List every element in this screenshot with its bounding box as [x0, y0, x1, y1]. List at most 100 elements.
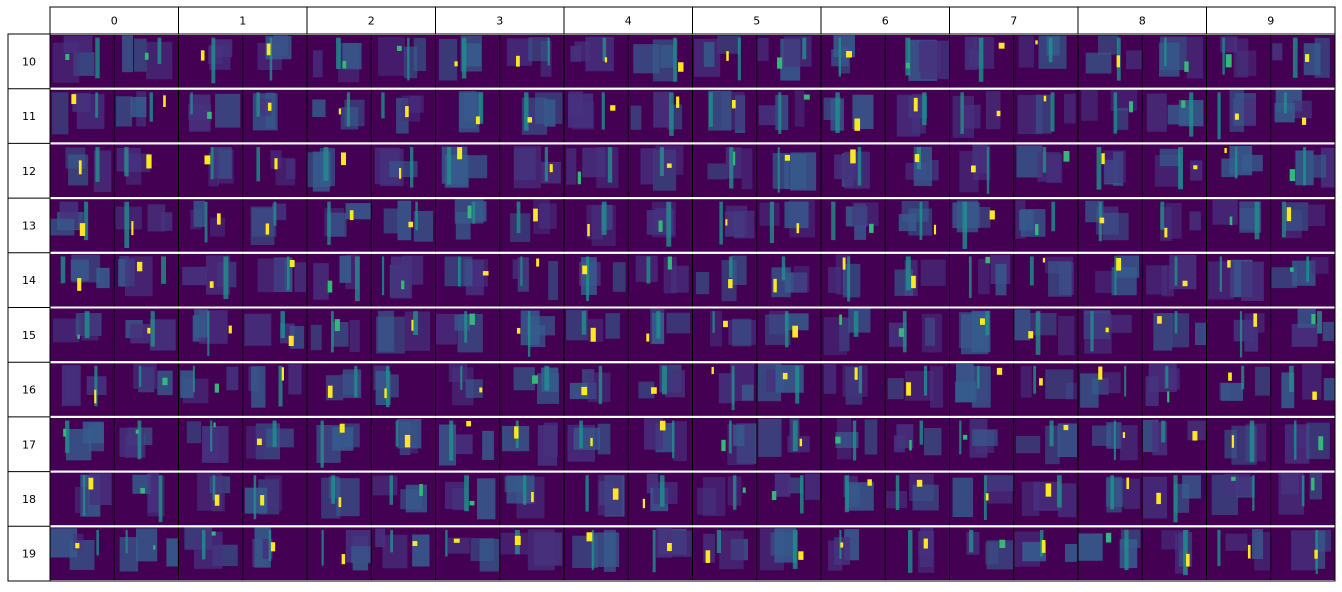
- intensity-region: [1048, 261, 1072, 297]
- intensity-region: [1120, 425, 1138, 461]
- bright-spot: [1247, 544, 1251, 559]
- intensity-stripe: [1164, 37, 1167, 67]
- cell-image: [692, 363, 821, 416]
- cell-image: [692, 144, 821, 198]
- intensity-region: [134, 38, 147, 72]
- column-header-row: 0 1 2 3 4 5 6 7 8 9: [49, 6, 1336, 35]
- intensity-region: [73, 533, 84, 551]
- cell-image: [306, 253, 436, 307]
- intensity-region: [332, 322, 349, 347]
- cell-image: [563, 253, 693, 307]
- intensity-stripe: [769, 201, 775, 244]
- cell-image: [178, 417, 307, 471]
- intensity-region: [513, 146, 542, 189]
- intensity-stripe: [1114, 256, 1117, 296]
- bright-spot: [131, 221, 134, 236]
- cell-image: [820, 308, 950, 362]
- intensity-stripe: [1222, 37, 1225, 75]
- cell-image: [306, 472, 436, 526]
- intensity-region: [572, 535, 598, 568]
- intensity-stripe: [983, 475, 987, 520]
- intensity-region: [757, 38, 769, 61]
- row-header-0: 10: [22, 55, 36, 68]
- intensity-region: [375, 528, 386, 548]
- intensity-region: [1233, 319, 1255, 342]
- intensity-stripe: [1042, 147, 1047, 173]
- intensity-stripe: [716, 529, 722, 554]
- intensity-stripe: [124, 147, 129, 177]
- bright-spot: [676, 96, 680, 108]
- row-header-5: 15: [22, 329, 36, 342]
- bright-spot: [587, 224, 590, 237]
- intensity-region: [482, 430, 494, 460]
- bright-spot: [678, 62, 684, 72]
- cell-image: [820, 35, 950, 88]
- bright-spot: [913, 97, 918, 112]
- intensity-region: [1029, 313, 1057, 336]
- intensity-region: [655, 145, 684, 175]
- intensity-region: [646, 473, 659, 494]
- bright-spot: [803, 94, 810, 100]
- intensity-region: [775, 364, 804, 393]
- intensity-stripe: [1303, 147, 1307, 186]
- cell-image: [306, 363, 436, 416]
- intensity-stripe: [895, 475, 900, 511]
- bright-spot: [404, 434, 411, 448]
- intensity-region: [1187, 420, 1206, 441]
- intensity-stripe: [1183, 529, 1188, 576]
- bright-spot: [94, 389, 97, 404]
- intensity-region: [585, 36, 614, 72]
- intensity-stripe: [211, 37, 216, 84]
- intensity-stripe: [84, 201, 89, 241]
- intensity-region: [1148, 363, 1177, 392]
- intensity-region: [1311, 257, 1329, 274]
- cell-image: [1077, 527, 1207, 580]
- bright-spot: [610, 105, 616, 111]
- intensity-region: [718, 373, 735, 404]
- intensity-region: [68, 154, 89, 186]
- intensity-region: [834, 537, 850, 565]
- intensity-stripe: [719, 201, 723, 245]
- cell-image: [1077, 472, 1207, 526]
- intensity-region: [122, 35, 134, 73]
- intensity-region: [952, 477, 974, 518]
- intensity-region: [1160, 36, 1187, 71]
- cell-image: [178, 308, 307, 362]
- intensity-region: [65, 428, 92, 461]
- intensity-region: [130, 96, 147, 118]
- bright-spot: [214, 494, 220, 506]
- intensity-region: [119, 256, 129, 287]
- intensity-stripe: [1090, 311, 1094, 352]
- intensity-region: [166, 538, 178, 567]
- bright-spot: [65, 53, 70, 60]
- row-separator: [50, 197, 1335, 200]
- intensity-region: [194, 309, 209, 338]
- intensity-region: [66, 368, 77, 402]
- intensity-stripe: [269, 37, 273, 81]
- bright-spot: [408, 221, 414, 228]
- intensity-region: [210, 217, 226, 237]
- intensity-region: [1102, 212, 1129, 241]
- bright-spot: [469, 500, 475, 506]
- cell-image: [306, 199, 436, 252]
- intensity-stripe: [253, 475, 257, 520]
- intensity-stripe: [669, 92, 674, 136]
- intensity-region: [1057, 315, 1075, 356]
- intensity-region: [310, 324, 322, 351]
- intensity-region: [533, 199, 550, 235]
- bright-spot: [916, 479, 923, 487]
- bright-spot: [146, 154, 152, 169]
- intensity-region: [1057, 483, 1077, 518]
- cell-image: [692, 472, 821, 526]
- intensity-region: [470, 538, 494, 562]
- bright-spot: [341, 554, 346, 565]
- intensity-stripe: [544, 365, 550, 391]
- intensity-region: [1015, 435, 1041, 454]
- intensity-region: [653, 91, 671, 128]
- intensity-stripe: [852, 420, 857, 461]
- bright-spot: [666, 163, 672, 168]
- row-separator: [50, 415, 1335, 418]
- intensity-region: [412, 534, 430, 567]
- intensity-stripe: [286, 256, 290, 291]
- cell-image: [306, 144, 436, 198]
